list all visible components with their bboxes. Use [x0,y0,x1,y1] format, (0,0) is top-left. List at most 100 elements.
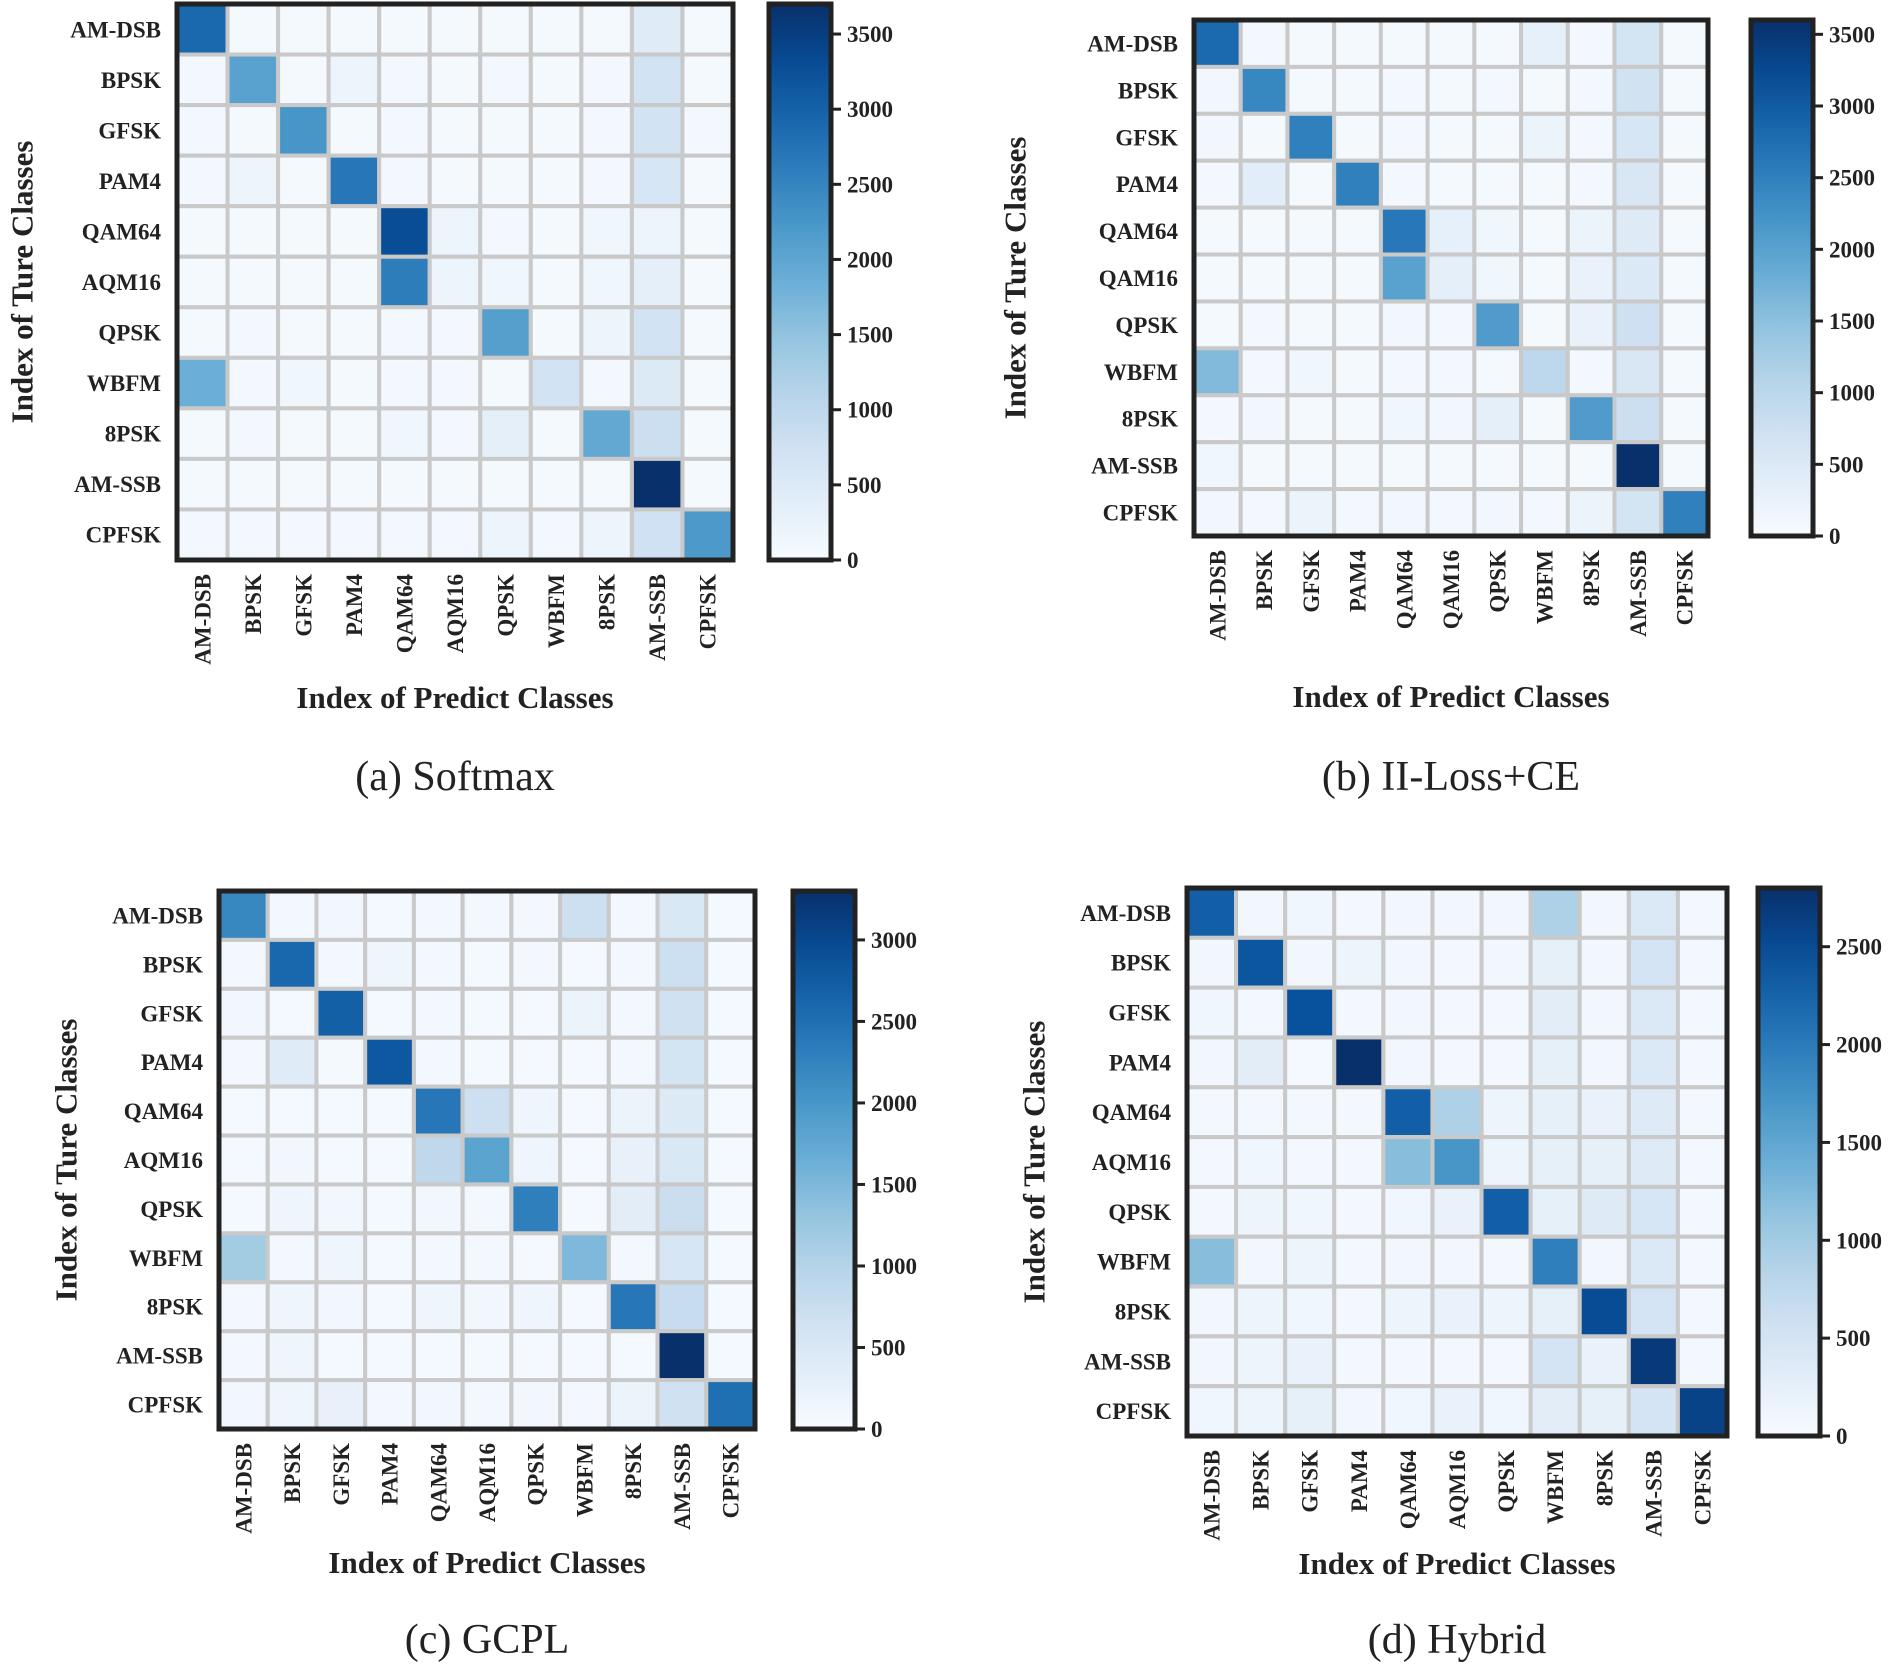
y-tick-label: QAM16 [1099,266,1178,291]
y-tick-label: QPSK [1115,313,1178,338]
heatmap-cell [314,986,368,1040]
y-tick-label: CPFSK [128,1393,204,1418]
heatmap-cell [326,52,382,108]
heatmap-cell [411,1378,465,1432]
y-tick-label: WBFM [129,1246,203,1271]
colorbar-tick-label: 1000 [871,1254,917,1279]
heatmap-cell [460,937,514,991]
heatmap-cell [1612,64,1664,116]
heatmap-cell [509,1378,563,1432]
heatmap-cell [460,1182,514,1236]
heatmap-cell [411,937,465,991]
heatmap-cell [1238,64,1290,116]
heatmap-cell [1565,346,1617,398]
heatmap-cell [509,986,563,1040]
heatmap-cell [1519,487,1570,539]
heatmap-cell [1565,393,1617,445]
heatmap-panel-3: AM-DSB BPSK GFSK PAM4 QAM64 AQM16 QPSK WBFM 8PSK… [49,888,917,1663]
heatmap-cell [704,1231,757,1285]
heatmap-cell [629,507,685,563]
heatmap-cell [217,986,270,1040]
heatmap-cell [1675,1035,1729,1090]
heatmap-cell [629,2,685,57]
heatmap-cell [1332,1135,1386,1189]
heatmap-cell [1528,886,1582,940]
heatmap-cell [579,406,634,461]
heatmap-cell [509,1329,563,1383]
heatmap-cell [276,456,331,512]
colorbar-tick-label: 500 [1829,452,1864,477]
heatmap-cell [225,355,281,411]
heatmap-cell [1192,252,1243,304]
heatmap-cell [1626,1334,1680,1389]
heatmap-cell [629,406,685,461]
heatmap-cell [1238,205,1290,257]
heatmap-cell [225,406,281,461]
heatmap-cell [1430,1284,1484,1339]
heatmap-cell [314,1329,368,1383]
x-tick-label: AM-DSB [1200,1450,1225,1541]
panel-caption: (a) Softmax [355,754,554,800]
heatmap-cell [460,1035,514,1089]
x-tick-label: WBFM [544,574,569,648]
heatmap-cell [1238,346,1290,398]
colorbar-tick-label: 2500 [847,172,893,197]
heatmap-cell [1659,440,1710,492]
heatmap-cell [363,1035,416,1089]
heatmap-cell [427,153,483,209]
heatmap-cell [326,456,382,512]
heatmap-cell [1192,111,1243,163]
heatmap-cell [509,1035,563,1089]
y-tick-label: WBFM [1097,1250,1171,1275]
heatmap-cell [680,406,735,461]
heatmap-cell [1528,935,1582,990]
heatmap-cell [225,153,281,209]
heatmap-cell [363,1378,416,1432]
heatmap-cell [276,355,331,411]
heatmap-cell [217,1182,270,1236]
heatmap-cell [1519,18,1570,69]
heatmap-cell [1332,1234,1386,1289]
y-tick-label: QPSK [98,321,161,346]
heatmap-cell [655,937,709,991]
x-tick-label: CPFSK [1690,1450,1715,1526]
heatmap-cell [1472,299,1524,351]
x-tick-label: AM-DSB [190,574,215,665]
heatmap-cell [1381,1085,1435,1140]
heatmap-cell [326,204,382,259]
heatmap-cell [528,103,584,158]
heatmap-cell [528,2,584,57]
heatmap-cell [704,1035,757,1089]
colorbar [1748,17,1816,539]
heatmap-cell [175,52,230,108]
colorbar-tick-label: 500 [1836,1326,1871,1351]
heatmap-cell [1565,440,1617,492]
heatmap-cell [1577,1284,1631,1339]
heatmap-cell [1519,64,1570,116]
heatmap-cell [1192,393,1243,445]
heatmap-cell [704,1329,757,1383]
heatmap-cell [606,1182,660,1236]
x-tick-label: AM-SSB [670,1443,695,1530]
heatmap-cell [377,355,432,411]
y-tick-label: CPFSK [1096,1399,1172,1424]
heatmap-cell [629,305,685,360]
y-tick-label: AM-DSB [112,903,203,928]
heatmap-cell [427,507,483,563]
heatmap-cell [528,305,584,360]
heatmap-cell [579,355,634,411]
heatmap-cell [1234,886,1288,940]
heatmap-cell [1332,205,1383,257]
heatmap-cell [1479,1384,1533,1438]
heatmap-cell [460,1084,514,1138]
heatmap-cell [217,1280,270,1334]
colorbar-tick-label: 2000 [847,247,893,272]
heatmap-cell [1528,1284,1582,1339]
heatmap-cell [326,103,382,158]
x-tick-label: AQM16 [475,1443,500,1522]
heatmap-cell [326,406,382,461]
heatmap-cell [704,937,757,991]
heatmap-cell [1185,985,1239,1040]
heatmap-cell [606,1084,660,1138]
panel-caption: (b) II-Loss+CE [1322,754,1580,800]
